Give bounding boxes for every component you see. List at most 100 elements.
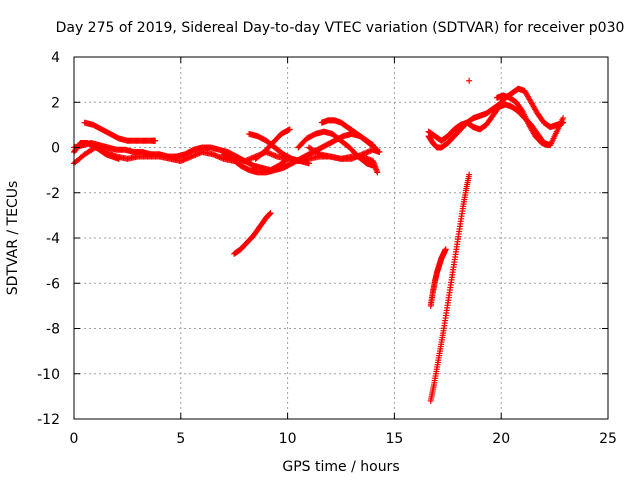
data-point	[442, 246, 449, 253]
series-track-g	[252, 126, 293, 162]
data-point	[254, 133, 269, 144]
x-tick-label: 20	[492, 431, 510, 447]
data-point	[209, 151, 226, 162]
data-point	[254, 169, 269, 176]
data-point	[427, 384, 437, 404]
series-track-h	[295, 128, 377, 169]
data-point	[327, 153, 343, 162]
series-track-c	[81, 119, 159, 144]
data-point	[115, 155, 122, 162]
chart-title: Day 275 of 2019, Sidereal Day-to-day VTE…	[56, 20, 625, 36]
data-point	[429, 279, 438, 296]
data-point	[199, 144, 213, 151]
series-track-j	[318, 117, 377, 149]
data-point	[532, 133, 544, 146]
data-point	[470, 113, 483, 122]
data-points	[71, 77, 567, 404]
y-tick-label: -6	[46, 276, 60, 292]
series-track-f	[246, 130, 312, 167]
y-tick-label: -2	[46, 186, 60, 202]
data-point	[430, 366, 440, 389]
data-point	[519, 108, 532, 127]
data-point	[107, 130, 121, 141]
data-point	[459, 189, 469, 212]
y-tick-label: -4	[46, 231, 60, 247]
data-point	[466, 77, 473, 84]
data-point	[453, 228, 463, 253]
data-point	[427, 290, 436, 309]
data-point	[305, 144, 322, 157]
data-point	[521, 87, 534, 104]
data-point	[338, 137, 352, 150]
data-point	[182, 147, 196, 158]
y-tick-label: -8	[46, 322, 60, 338]
x-tick-label: 5	[176, 431, 185, 447]
series-track-d	[71, 139, 122, 162]
data-point	[263, 167, 277, 176]
data-point	[115, 135, 130, 144]
data-point	[456, 208, 466, 232]
data-point	[152, 137, 159, 144]
data-point	[513, 99, 525, 114]
data-point	[434, 348, 443, 370]
data-point	[446, 269, 456, 294]
data-point	[359, 147, 375, 158]
data-point	[437, 330, 447, 352]
data-point	[466, 171, 473, 178]
x-tick-label: 15	[385, 431, 403, 447]
data-point	[271, 165, 286, 174]
data-point	[348, 151, 365, 162]
data-point	[252, 149, 267, 162]
series-track-i	[305, 144, 383, 162]
data-point	[370, 162, 377, 169]
data-point	[462, 173, 472, 194]
data-point	[303, 131, 318, 142]
y-tick-label: -10	[37, 367, 60, 383]
y-tick-label: 0	[51, 141, 60, 157]
data-point	[305, 160, 312, 167]
data-point	[450, 248, 459, 273]
data-point	[250, 224, 263, 239]
series-track-k	[231, 210, 274, 257]
y-tick-label: 2	[51, 95, 60, 111]
y-tick-label: -12	[37, 412, 60, 428]
data-point	[374, 169, 381, 176]
data-point	[476, 122, 489, 133]
grid	[74, 57, 608, 419]
data-point	[508, 86, 521, 97]
data-point	[534, 110, 547, 125]
series-track-p	[493, 92, 552, 149]
data-point	[363, 137, 376, 148]
data-point	[440, 309, 450, 334]
data-point	[297, 158, 311, 167]
data-point	[241, 158, 256, 169]
data-point	[560, 115, 567, 122]
data-point	[340, 131, 354, 140]
data-point	[267, 210, 274, 217]
data-point	[553, 116, 566, 135]
x-tick-label: 10	[279, 431, 297, 447]
data-point	[177, 154, 194, 165]
data-point	[443, 289, 453, 314]
data-point	[261, 141, 275, 156]
data-point	[98, 126, 113, 137]
data-point	[502, 101, 515, 110]
series-track-q	[466, 77, 473, 84]
x-tick-label: 0	[70, 431, 79, 447]
data-point	[370, 142, 377, 149]
data-point	[295, 136, 309, 151]
data-point	[130, 149, 145, 156]
x-tick-label: 25	[599, 431, 617, 447]
y-tick-label: 4	[51, 50, 60, 66]
data-point	[246, 130, 260, 139]
y-axis-title: SDTVAR / TECUs	[5, 181, 21, 296]
data-point	[286, 126, 293, 133]
series-track-l	[427, 246, 449, 309]
data-point	[229, 155, 243, 168]
data-point	[376, 149, 383, 156]
data-point	[545, 142, 552, 149]
x-axis-title: GPS time / hours	[282, 459, 399, 475]
data-point	[483, 113, 495, 128]
